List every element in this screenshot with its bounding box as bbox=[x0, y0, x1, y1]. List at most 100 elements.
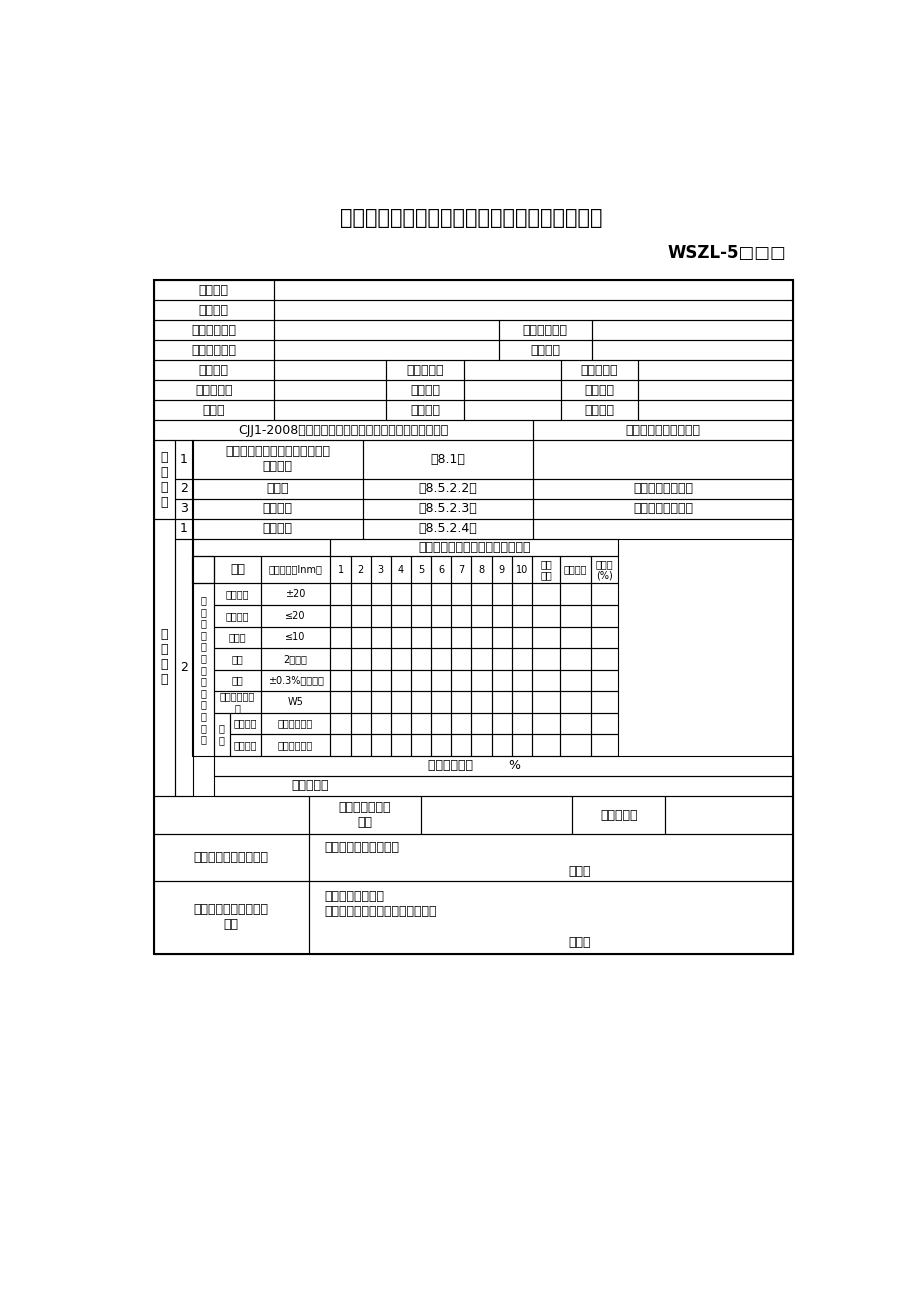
Bar bbox=[451, 713, 471, 734]
Text: 技术负责人: 技术负责人 bbox=[406, 364, 443, 377]
Bar bbox=[463, 401, 560, 420]
Text: 检查结果、实测点偏差值或实测值: 检查结果、实测点偏差值或实测值 bbox=[417, 541, 530, 554]
Bar bbox=[176, 539, 192, 796]
Bar bbox=[176, 519, 192, 539]
Bar bbox=[153, 401, 274, 420]
Bar bbox=[214, 756, 792, 775]
Text: 第8.1条: 第8.1条 bbox=[430, 453, 465, 466]
Bar bbox=[491, 648, 511, 670]
Bar bbox=[431, 734, 451, 756]
Bar bbox=[531, 605, 560, 627]
Bar bbox=[572, 796, 664, 834]
Bar bbox=[260, 713, 330, 734]
Bar bbox=[560, 691, 590, 713]
Text: 主
控
项
目: 主 控 项 目 bbox=[161, 450, 168, 509]
Text: 符合设计要求: 符合设计要求 bbox=[278, 740, 312, 751]
Bar bbox=[260, 627, 330, 648]
Bar bbox=[491, 583, 511, 605]
Text: ≤10: ≤10 bbox=[285, 632, 305, 643]
Bar bbox=[153, 440, 176, 519]
Bar bbox=[591, 340, 792, 360]
Text: 项目: 项目 bbox=[230, 563, 244, 576]
Bar bbox=[431, 605, 451, 627]
Text: ±20: ±20 bbox=[285, 589, 305, 600]
Bar bbox=[451, 734, 471, 756]
Text: 接方班组: 接方班组 bbox=[584, 384, 614, 397]
Bar bbox=[230, 734, 260, 756]
Text: 2: 2 bbox=[357, 565, 363, 575]
Bar bbox=[590, 627, 618, 648]
Text: 应测点，实测点。: 应测点，实测点。 bbox=[632, 502, 693, 515]
Bar bbox=[153, 360, 274, 380]
Text: 分项工程名称: 分项工程名称 bbox=[191, 343, 236, 356]
Bar bbox=[214, 583, 260, 605]
Bar bbox=[590, 670, 618, 691]
Bar bbox=[531, 583, 560, 605]
Bar bbox=[309, 796, 421, 834]
Bar bbox=[531, 556, 560, 583]
Bar bbox=[391, 627, 411, 648]
Bar bbox=[533, 519, 792, 539]
Text: 宽度: 宽度 bbox=[232, 654, 243, 664]
Bar bbox=[533, 440, 792, 479]
Bar bbox=[533, 498, 792, 519]
Text: 摩擦系数: 摩擦系数 bbox=[233, 718, 256, 729]
Bar bbox=[153, 280, 274, 301]
Bar bbox=[560, 556, 590, 583]
Bar bbox=[391, 605, 411, 627]
Bar bbox=[192, 498, 363, 519]
Text: （建设单位项目专业技术负责人）: （建设单位项目专业技术负责人） bbox=[323, 905, 437, 919]
Bar bbox=[330, 670, 350, 691]
Bar bbox=[491, 605, 511, 627]
Text: 平均合格率：         %: 平均合格率： % bbox=[427, 760, 521, 773]
Text: 应测
点数: 应测 点数 bbox=[539, 559, 551, 580]
Text: 监理（建设）单位验收
结论: 监理（建设）单位验收 结论 bbox=[194, 903, 268, 932]
Bar bbox=[330, 627, 350, 648]
Text: 3: 3 bbox=[378, 565, 383, 575]
Bar bbox=[411, 556, 431, 583]
Bar bbox=[511, 556, 531, 583]
Text: 2设计値: 2设计値 bbox=[283, 654, 307, 664]
Bar bbox=[498, 340, 591, 360]
Bar bbox=[533, 479, 792, 498]
Bar bbox=[386, 380, 463, 401]
Text: 5: 5 bbox=[417, 565, 424, 575]
Bar bbox=[511, 583, 531, 605]
Text: 8: 8 bbox=[478, 565, 484, 575]
Text: 1: 1 bbox=[180, 522, 187, 535]
Bar bbox=[370, 605, 391, 627]
Text: 施工单位: 施工单位 bbox=[199, 303, 229, 316]
Bar bbox=[391, 583, 411, 605]
Text: 质量检验员: 质量检验员 bbox=[195, 384, 233, 397]
Text: 工程名称: 工程名称 bbox=[199, 284, 229, 297]
Bar bbox=[370, 713, 391, 734]
Bar bbox=[471, 670, 491, 691]
Text: 项目经理: 项目经理 bbox=[199, 364, 229, 377]
Bar bbox=[350, 691, 370, 713]
Bar bbox=[153, 796, 309, 834]
Text: 9: 9 bbox=[498, 565, 505, 575]
Bar bbox=[560, 648, 590, 670]
Bar bbox=[350, 583, 370, 605]
Bar bbox=[363, 498, 533, 519]
Bar bbox=[214, 713, 230, 756]
Bar bbox=[560, 670, 590, 691]
Bar bbox=[153, 280, 792, 954]
Bar bbox=[590, 605, 618, 627]
Text: 压实度: 压实度 bbox=[267, 483, 289, 496]
Bar bbox=[511, 648, 531, 670]
Bar bbox=[471, 691, 491, 713]
Bar bbox=[330, 583, 350, 605]
Text: ±0.3%且不反坡: ±0.3%且不反坡 bbox=[267, 675, 323, 686]
Bar bbox=[192, 539, 330, 556]
Text: 2: 2 bbox=[180, 483, 187, 496]
Text: 4: 4 bbox=[398, 565, 403, 575]
Bar bbox=[350, 605, 370, 627]
Text: 允许偏差（Inm）: 允许偏差（Inm） bbox=[268, 565, 323, 575]
Text: 应测点，实测点。: 应测点，实测点。 bbox=[632, 483, 693, 496]
Bar bbox=[274, 280, 792, 301]
Text: 外观质量: 外观质量 bbox=[263, 522, 292, 535]
Bar bbox=[260, 691, 330, 713]
Text: 交方班组: 交方班组 bbox=[410, 384, 439, 397]
Bar bbox=[638, 380, 792, 401]
